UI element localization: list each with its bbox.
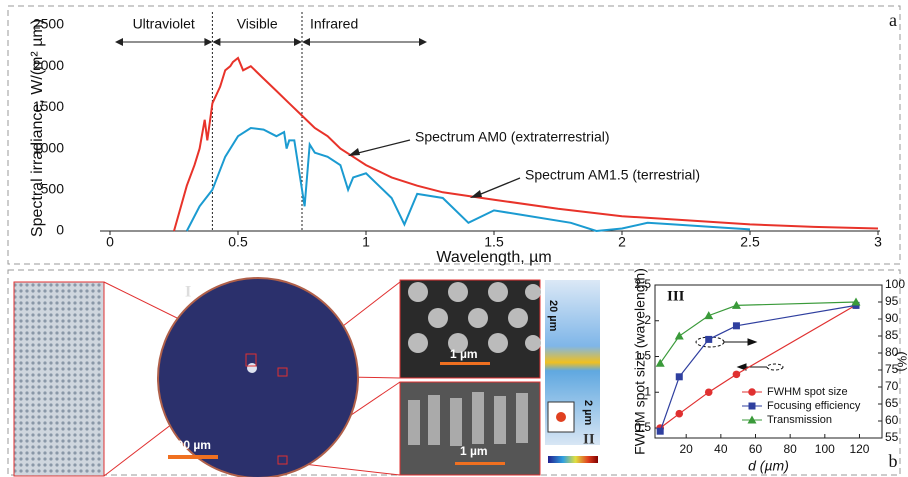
figure: a b I 200 µm 1 µm 1 µm 20 µm 2 µm II 0 0.… — [0, 0, 908, 477]
panel-label: a — [889, 10, 897, 30]
marker — [675, 410, 683, 418]
marker — [705, 336, 712, 343]
x-tick-label: 0 — [106, 234, 114, 250]
x-tick-label: 1.5 — [484, 234, 504, 250]
x-tick-label: 80 — [783, 442, 797, 456]
scale-bar — [168, 455, 218, 459]
series-line — [660, 305, 856, 431]
legend-label: Focusing efficiency — [767, 400, 861, 412]
scale-text: 1 µm — [460, 444, 488, 458]
marker — [733, 322, 740, 329]
y2-tick-label: 90 — [885, 311, 899, 325]
marker — [676, 373, 683, 380]
y-axis-label: Spectral irradiance, W/(m² µm) — [29, 19, 46, 237]
image-label: I — [185, 284, 191, 301]
region-label: Visible — [237, 16, 278, 32]
callout-arrow — [476, 178, 520, 196]
arrowhead — [419, 38, 427, 46]
marker — [748, 388, 756, 396]
arrowhead — [212, 38, 220, 46]
scale-text: 200 µm — [170, 438, 211, 452]
x-tick-label: 40 — [714, 442, 728, 456]
legend-label: Transmission — [767, 414, 832, 426]
x-tick-label: 1 — [362, 234, 370, 250]
marker — [733, 371, 741, 379]
marker — [656, 359, 665, 367]
arrowhead — [115, 38, 123, 46]
y2-tick-label: 55 — [885, 430, 899, 444]
x-axis-label: d (µm) — [748, 458, 789, 474]
arrowhead — [470, 190, 482, 198]
marker — [705, 388, 713, 396]
arrowhead — [294, 38, 302, 46]
x-tick-label: 60 — [749, 442, 763, 456]
y2-axis-label: (%) — [895, 351, 908, 371]
arrowhead — [348, 148, 360, 156]
scale-text: 20 µm — [547, 300, 559, 332]
series-line — [660, 302, 856, 363]
x-tick-label: 100 — [815, 442, 835, 456]
y2-tick-label: 70 — [885, 379, 899, 393]
chart-label: III — [667, 288, 685, 304]
inset-spot — [556, 412, 566, 422]
x-tick-label: 2 — [618, 234, 626, 250]
y2-tick-label: 60 — [885, 413, 899, 427]
arrowhead — [204, 38, 212, 46]
y2-tick-label: 100 — [885, 277, 905, 291]
colorbar — [548, 456, 598, 463]
y2-tick-label: 95 — [885, 294, 899, 308]
x-tick-label: 0.5 — [228, 234, 248, 250]
marker — [749, 403, 756, 410]
scale-text: 2 µm — [582, 400, 594, 426]
scale-text: 1 µm — [450, 347, 478, 361]
region-label: Infrared — [310, 16, 358, 32]
image-label: II — [583, 431, 595, 447]
x-tick-label: 2.5 — [740, 234, 760, 250]
callout-arrow — [354, 140, 410, 154]
micrograph-strip — [14, 282, 104, 476]
sem-bottom — [400, 382, 540, 475]
y-axis-label: FWHM spot size (wavelength) — [632, 268, 648, 455]
x-axis-label: Wavelength, µm — [436, 249, 551, 266]
series-label: Spectrum AM0 (extraterrestrial) — [415, 129, 610, 145]
marker — [704, 311, 713, 319]
x-tick-label: 3 — [874, 234, 882, 250]
x-tick-label: 120 — [849, 442, 869, 456]
y2-tick-label: 65 — [885, 396, 899, 410]
y2-tick-label: 85 — [885, 328, 899, 342]
series-label: Spectrum AM1.5 (terrestrial) — [525, 167, 700, 183]
sem-top — [400, 280, 541, 378]
y-tick-label: 0 — [56, 222, 64, 238]
legend-label: FWHM spot size — [767, 386, 848, 398]
marker — [657, 428, 664, 435]
panel-label: b — [889, 451, 898, 471]
x-tick-label: 20 — [680, 442, 694, 456]
arrowhead — [302, 38, 310, 46]
region-label: Ultraviolet — [133, 16, 195, 32]
marker — [675, 332, 684, 340]
